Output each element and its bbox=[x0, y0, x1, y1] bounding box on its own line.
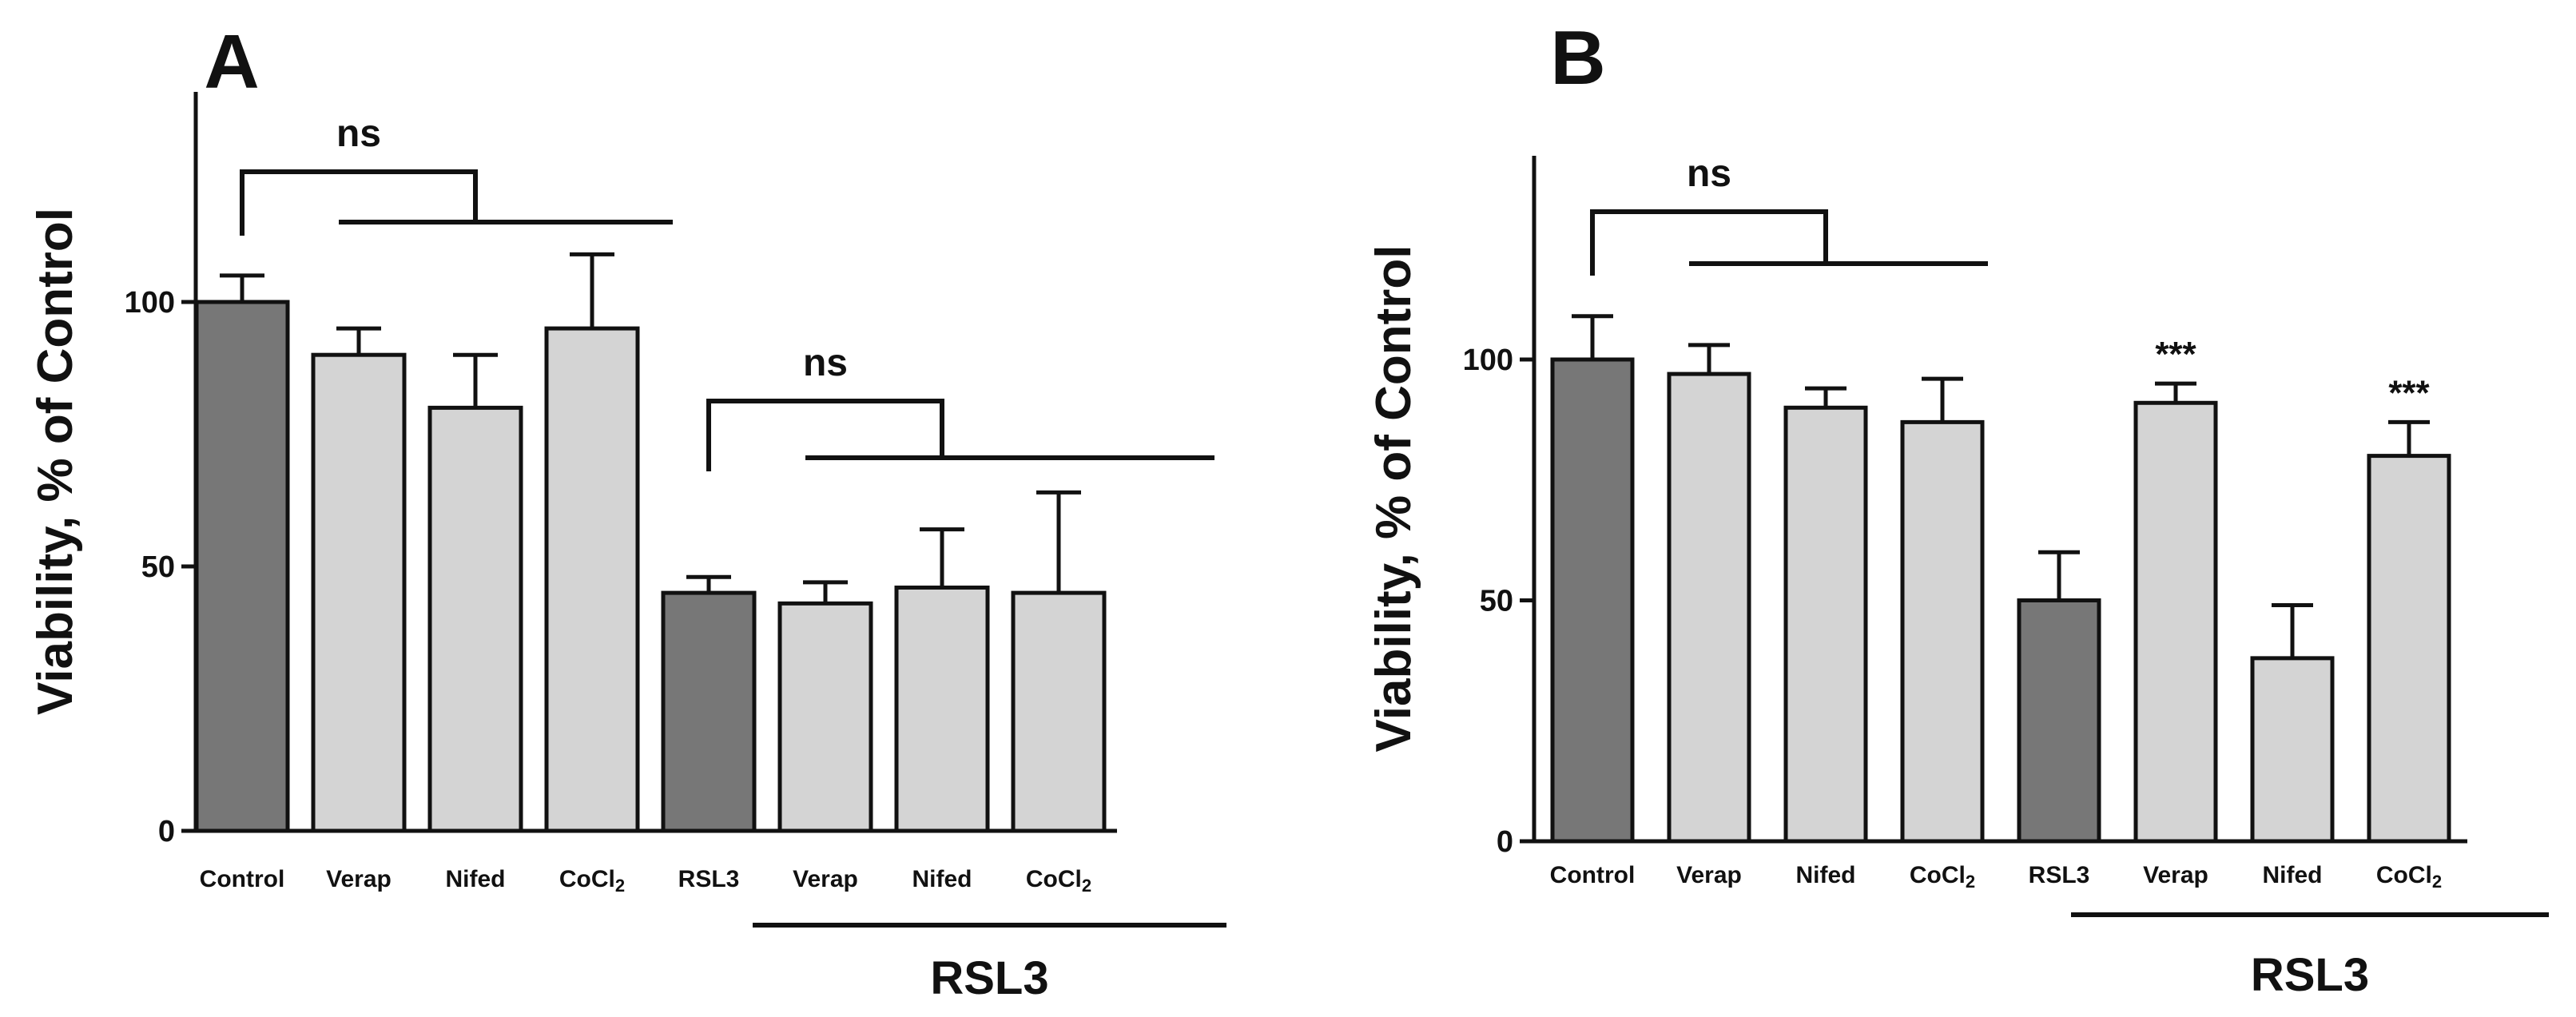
x-tick-label: RSL3 bbox=[2029, 862, 2090, 888]
bar bbox=[1550, 357, 1635, 844]
panel-b: B Viability, % of Control 0 50 100 Control Ver… bbox=[1366, 15, 2549, 1001]
bar bbox=[2250, 656, 2335, 844]
x-tick-label: Verap bbox=[326, 866, 392, 892]
bar bbox=[2367, 454, 2451, 844]
x-tick-label: CoCl2 bbox=[2376, 862, 2442, 892]
panel-letter: A bbox=[204, 19, 259, 105]
x-tick-label: Control bbox=[1550, 862, 1636, 888]
ns-bracket bbox=[1590, 209, 1828, 276]
y-tick-label: 100 bbox=[125, 286, 175, 320]
x-tick-label: Nifed bbox=[1796, 862, 1856, 888]
y-tick-label: 50 bbox=[1480, 585, 1513, 618]
x-tick-label: RSL3 bbox=[678, 866, 740, 892]
bar bbox=[1783, 405, 1868, 844]
bar bbox=[661, 590, 757, 833]
y-tick-label: 100 bbox=[1463, 344, 1513, 377]
y-tick-label: 0 bbox=[1497, 825, 1513, 859]
x-tick-label: Control bbox=[200, 866, 285, 892]
ns-label: ns bbox=[336, 113, 381, 155]
bar bbox=[1667, 371, 1751, 844]
x-tick-label: Verap bbox=[793, 866, 858, 892]
x-tick-label: Nifed bbox=[2263, 862, 2323, 888]
bar bbox=[1011, 590, 1107, 833]
x-tick-label: CoCl2 bbox=[1910, 862, 1975, 892]
x-tick-label: CoCl2 bbox=[1026, 866, 1091, 896]
y-axis-label: Viability, % of Control bbox=[1366, 245, 1421, 753]
bar bbox=[194, 300, 290, 833]
panel-letter: B bbox=[1550, 15, 1605, 101]
bar bbox=[777, 601, 873, 833]
group-label: RSL3 bbox=[930, 952, 1048, 1004]
significance-label: *** bbox=[2388, 373, 2430, 412]
bar bbox=[2017, 598, 2101, 844]
group-label: RSL3 bbox=[2251, 949, 2369, 1001]
x-tick-label: CoCl2 bbox=[559, 866, 625, 896]
x-tick-label: Verap bbox=[2143, 862, 2208, 888]
y-axis-label: Viability, % of Control bbox=[28, 208, 83, 715]
bar bbox=[894, 585, 990, 833]
bar bbox=[544, 326, 640, 833]
bar bbox=[2133, 400, 2218, 844]
bar bbox=[427, 405, 523, 833]
bar bbox=[1900, 419, 1985, 844]
significance-label: *** bbox=[2155, 335, 2196, 374]
x-tick-label: Nifed bbox=[446, 866, 506, 892]
ns-label: ns bbox=[1687, 153, 1731, 195]
x-tick-label: Nifed bbox=[912, 866, 972, 892]
x-tick-label: Verap bbox=[1676, 862, 1742, 888]
ns-bracket bbox=[240, 169, 478, 236]
y-tick-label: 0 bbox=[158, 815, 175, 848]
ns-bracket bbox=[706, 399, 944, 471]
bar bbox=[311, 352, 407, 833]
panel-a: A Viability, % of Control 0 50 100 Control Ver… bbox=[28, 19, 1226, 1004]
y-tick-label: 50 bbox=[141, 550, 175, 584]
ns-label: ns bbox=[803, 342, 848, 384]
